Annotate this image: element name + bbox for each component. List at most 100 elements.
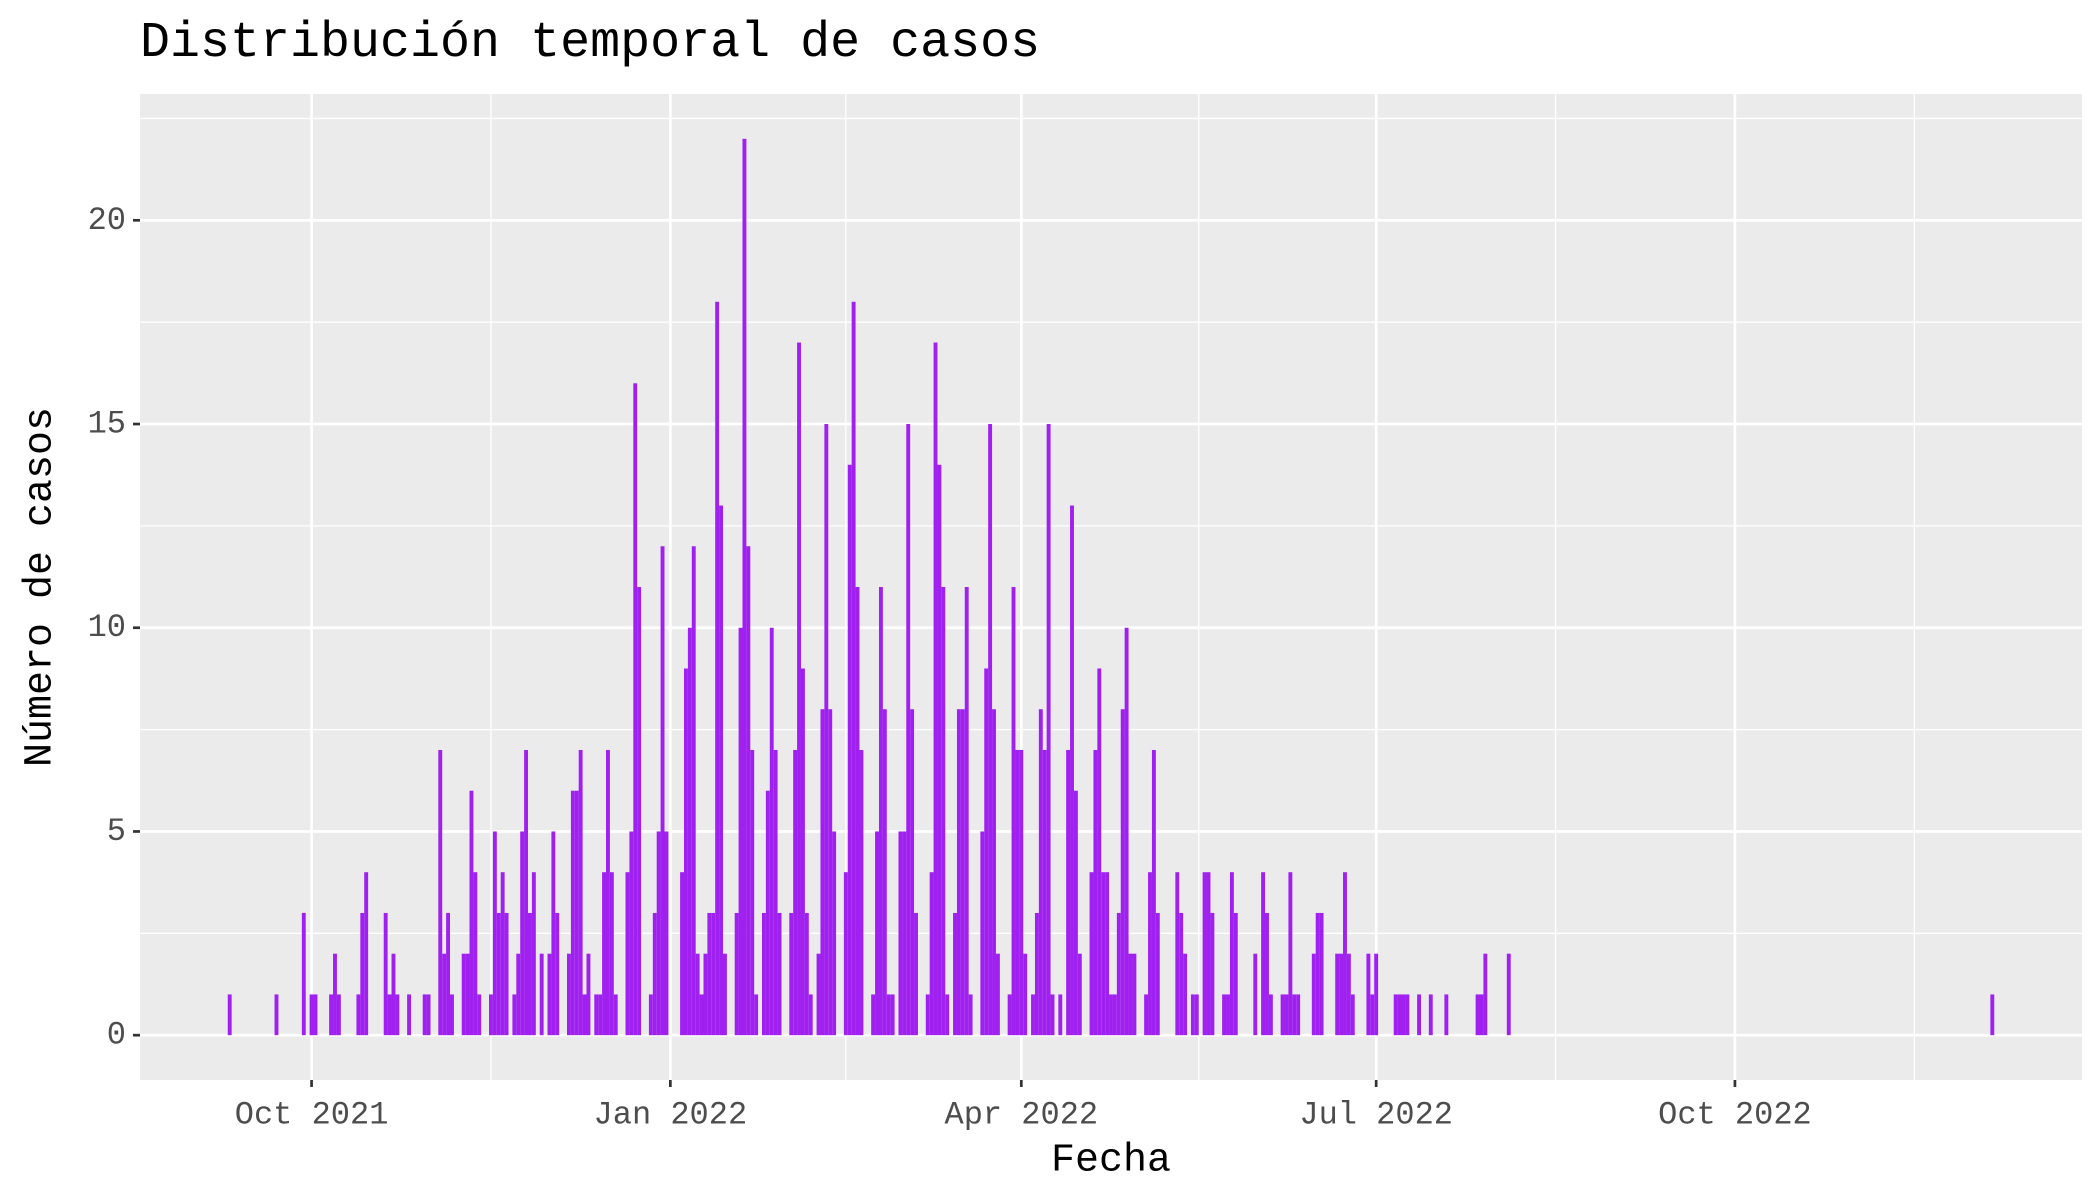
bar <box>602 872 607 1036</box>
bar <box>902 831 907 1036</box>
bar <box>633 383 638 1036</box>
bar <box>582 994 587 1036</box>
bar <box>1050 994 1055 1036</box>
bar <box>882 709 887 1036</box>
bar <box>1335 953 1340 1036</box>
bar <box>1261 872 1266 1036</box>
bar <box>890 994 895 1036</box>
bar <box>500 872 505 1036</box>
bar <box>609 872 614 1036</box>
bar <box>1077 953 1082 1036</box>
bar <box>746 546 751 1036</box>
bar <box>333 953 337 1036</box>
bar <box>800 668 805 1036</box>
bar <box>301 912 306 1036</box>
bar <box>450 994 454 1036</box>
bar <box>1506 953 1511 1036</box>
bar <box>1346 953 1351 1036</box>
bar <box>1428 994 1433 1036</box>
bar <box>1046 424 1051 1036</box>
bar <box>1109 994 1113 1036</box>
bar <box>1034 912 1039 1036</box>
bar <box>1444 994 1449 1036</box>
bar <box>734 912 739 1036</box>
bar <box>1343 872 1347 1036</box>
bar <box>594 994 599 1036</box>
bar <box>820 709 825 1036</box>
bar <box>473 872 478 1036</box>
bar <box>1397 994 1402 1036</box>
bar <box>426 994 431 1036</box>
bar <box>1011 587 1016 1036</box>
bar <box>648 994 653 1036</box>
bar <box>871 994 876 1036</box>
bar <box>477 994 482 1036</box>
bar <box>391 953 396 1036</box>
bar <box>555 912 560 1036</box>
bar <box>1311 953 1316 1036</box>
bar <box>859 749 864 1036</box>
bar <box>1144 994 1149 1036</box>
bar <box>711 912 716 1036</box>
bar <box>828 709 833 1036</box>
bar <box>539 953 544 1036</box>
bar <box>808 994 813 1036</box>
bar <box>1233 912 1238 1036</box>
bar <box>652 912 657 1036</box>
bar <box>1089 872 1094 1036</box>
bar <box>707 912 712 1036</box>
bar <box>336 994 341 1036</box>
bar <box>1370 994 1375 1036</box>
bar <box>395 994 400 1036</box>
bar <box>1229 872 1234 1036</box>
bar <box>988 424 993 1036</box>
bar <box>847 464 852 1036</box>
bar <box>274 994 279 1036</box>
bar <box>777 912 782 1036</box>
bar <box>438 749 443 1036</box>
bar <box>512 994 517 1036</box>
bar <box>773 749 778 1036</box>
bar <box>1190 994 1195 1036</box>
bar <box>465 953 470 1036</box>
bar <box>898 831 903 1036</box>
bar <box>313 994 318 1036</box>
bar <box>598 994 603 1036</box>
x-tick-label: Jan 2022 <box>594 1096 748 1133</box>
bar <box>1128 953 1133 1036</box>
bar <box>496 912 501 1036</box>
bar <box>765 790 770 1036</box>
bar <box>356 994 361 1036</box>
bar <box>309 994 314 1036</box>
bar <box>1315 912 1320 1036</box>
bar <box>1475 994 1480 1036</box>
bar <box>1031 994 1035 1036</box>
bar <box>664 831 669 1036</box>
bar <box>956 709 961 1036</box>
bar <box>793 749 798 1036</box>
bar <box>1226 994 1230 1036</box>
bar <box>504 912 509 1036</box>
bar <box>1179 912 1184 1036</box>
bar <box>804 912 809 1036</box>
bar <box>1097 668 1102 1036</box>
bar <box>878 587 883 1036</box>
bar <box>1101 872 1106 1036</box>
bar <box>761 912 766 1036</box>
bar <box>570 790 575 1036</box>
bar <box>1066 749 1071 1036</box>
bar <box>1319 912 1324 1036</box>
bar <box>1265 912 1269 1036</box>
bar <box>789 912 794 1036</box>
bar <box>1070 505 1074 1036</box>
bar <box>637 587 642 1036</box>
bar <box>703 953 708 1036</box>
bar <box>933 342 938 1036</box>
bar <box>843 872 848 1036</box>
bar <box>742 138 747 1036</box>
bar <box>1124 627 1129 1036</box>
bar <box>1151 749 1156 1036</box>
bar <box>886 994 891 1036</box>
bar <box>574 790 579 1036</box>
